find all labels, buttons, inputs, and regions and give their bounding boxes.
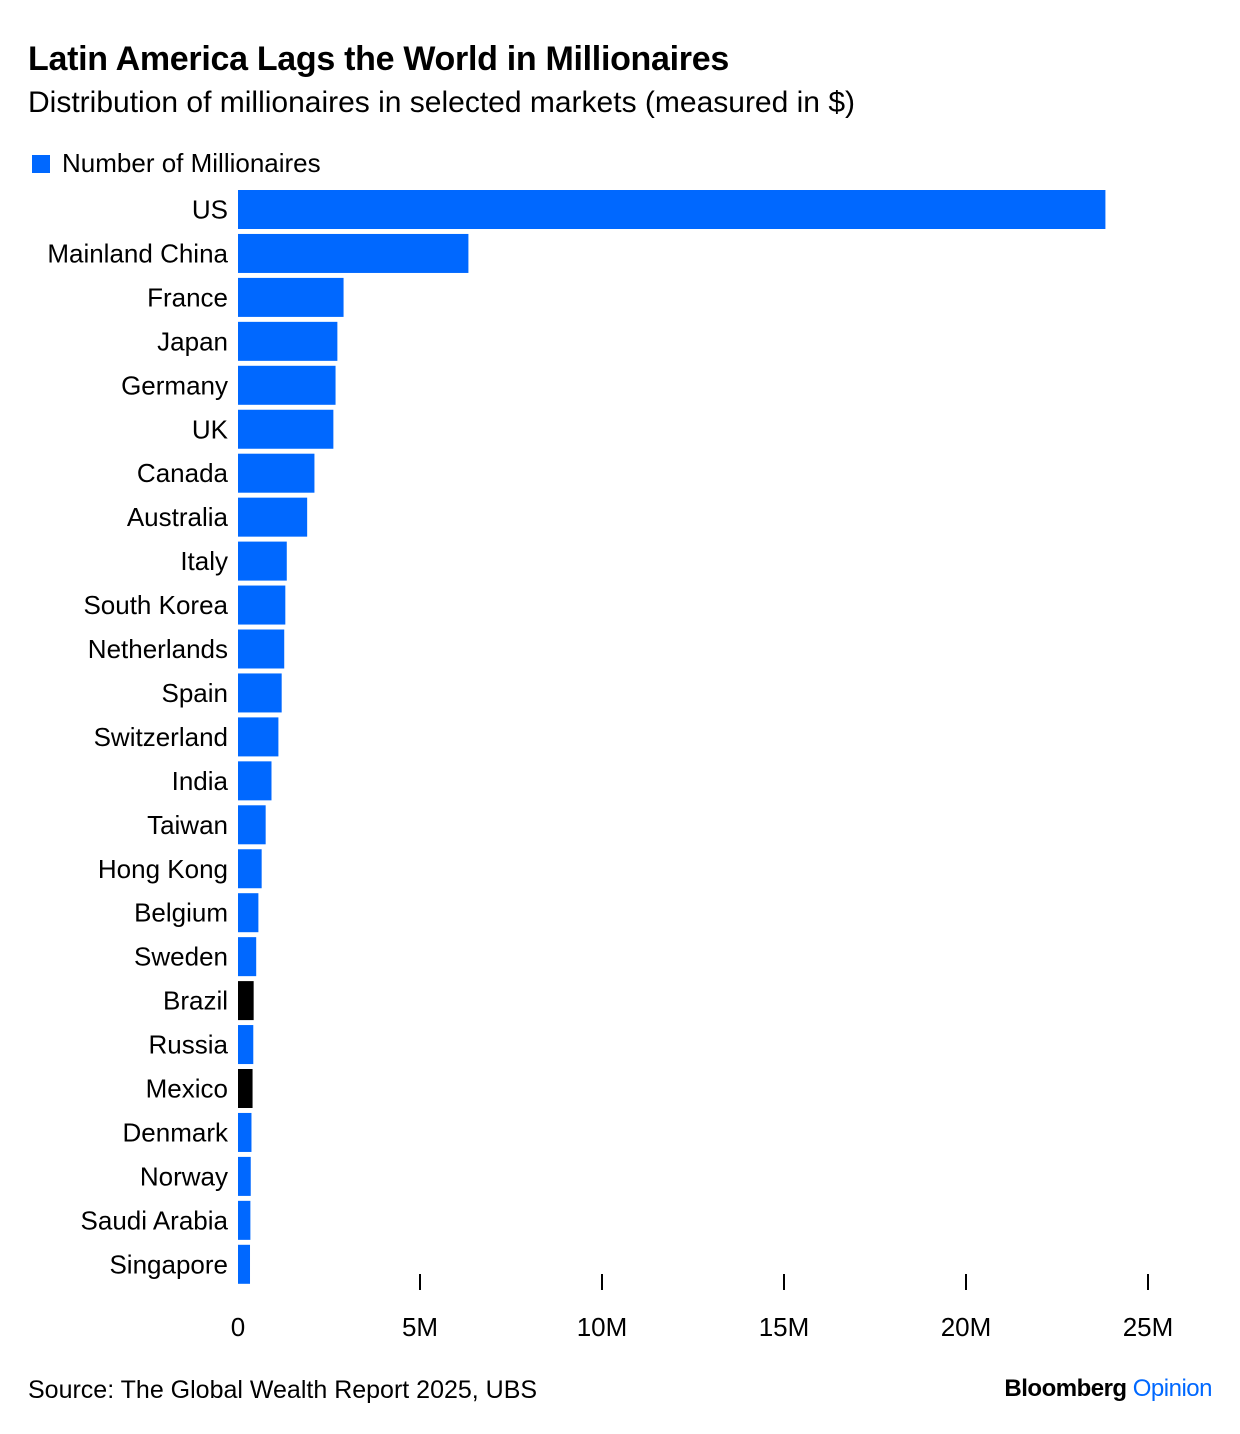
bar-italy (238, 541, 287, 581)
bar-singapore (238, 1244, 251, 1284)
legend: Number of Millionaires (32, 148, 321, 179)
category-label: Canada (137, 458, 229, 488)
bar-spain (238, 673, 282, 713)
category-label: Mexico (146, 1074, 228, 1104)
category-label: Sweden (134, 942, 228, 972)
source-note: Source: The Global Wealth Report 2025, U… (28, 1376, 538, 1404)
chart-title: Latin America Lags the World in Milliona… (28, 40, 729, 78)
x-tick-label: 5M (402, 1312, 438, 1342)
category-label: South Korea (83, 590, 228, 620)
brand-main: Bloomberg (1004, 1375, 1127, 1402)
bar-us (238, 190, 1106, 229)
bar-germany (238, 365, 336, 405)
category-label: France (147, 282, 228, 312)
category-label: Singapore (109, 1249, 228, 1279)
brand-logo: Bloomberg Opinion (1004, 1375, 1212, 1403)
bar-uk (238, 409, 334, 449)
bar-france (238, 277, 344, 317)
category-label: Mainland China (47, 238, 228, 268)
category-label: Norway (140, 1161, 228, 1191)
bar-south-korea (238, 585, 286, 625)
x-tick-label: 20M (941, 1312, 992, 1342)
bar-brazil (238, 981, 254, 1021)
category-label: UK (192, 414, 229, 444)
bar-norway (238, 1156, 251, 1196)
chart-subtitle: Distribution of millionaires in selected… (28, 86, 855, 119)
category-label: Netherlands (88, 634, 228, 664)
x-tick-label: 15M (759, 1312, 810, 1342)
x-tick-label: 10M (577, 1312, 628, 1342)
bar-mainland-china (238, 233, 469, 273)
bar-mexico (238, 1069, 253, 1108)
category-label: Hong Kong (98, 854, 228, 884)
bar-australia (238, 497, 308, 537)
category-label: Russia (149, 1030, 229, 1060)
bar-netherlands (238, 629, 285, 669)
bar-taiwan (238, 805, 266, 845)
category-label: US (192, 195, 228, 225)
bar-russia (238, 1025, 254, 1065)
category-label: Brazil (163, 986, 228, 1016)
category-label: Spain (162, 678, 229, 708)
category-label: Japan (157, 326, 228, 356)
x-tick-label: 0 (231, 1312, 245, 1342)
legend-label: Number of Millionaires (62, 148, 321, 178)
bar-india (238, 761, 272, 801)
category-label: Germany (121, 370, 228, 400)
x-tick-label: 25M (1123, 1312, 1174, 1342)
category-label: Taiwan (147, 810, 228, 840)
bar-denmark (238, 1112, 252, 1152)
bar-hong-kong (238, 849, 262, 889)
bar-belgium (238, 893, 259, 933)
category-label: Switzerland (94, 722, 228, 752)
bar-switzerland (238, 717, 279, 757)
category-label: Australia (127, 502, 229, 532)
bar-sweden (238, 937, 257, 977)
legend-swatch (32, 154, 50, 173)
bar-japan (238, 321, 338, 361)
bar-saudi-arabia (238, 1200, 251, 1240)
category-label: Belgium (134, 898, 228, 928)
category-label: Denmark (123, 1117, 229, 1147)
brand-accent: Opinion (1132, 1375, 1213, 1402)
bar-canada (238, 453, 315, 493)
category-label: India (172, 766, 229, 796)
category-label: Saudi Arabia (81, 1205, 229, 1235)
category-label: Italy (180, 546, 228, 576)
